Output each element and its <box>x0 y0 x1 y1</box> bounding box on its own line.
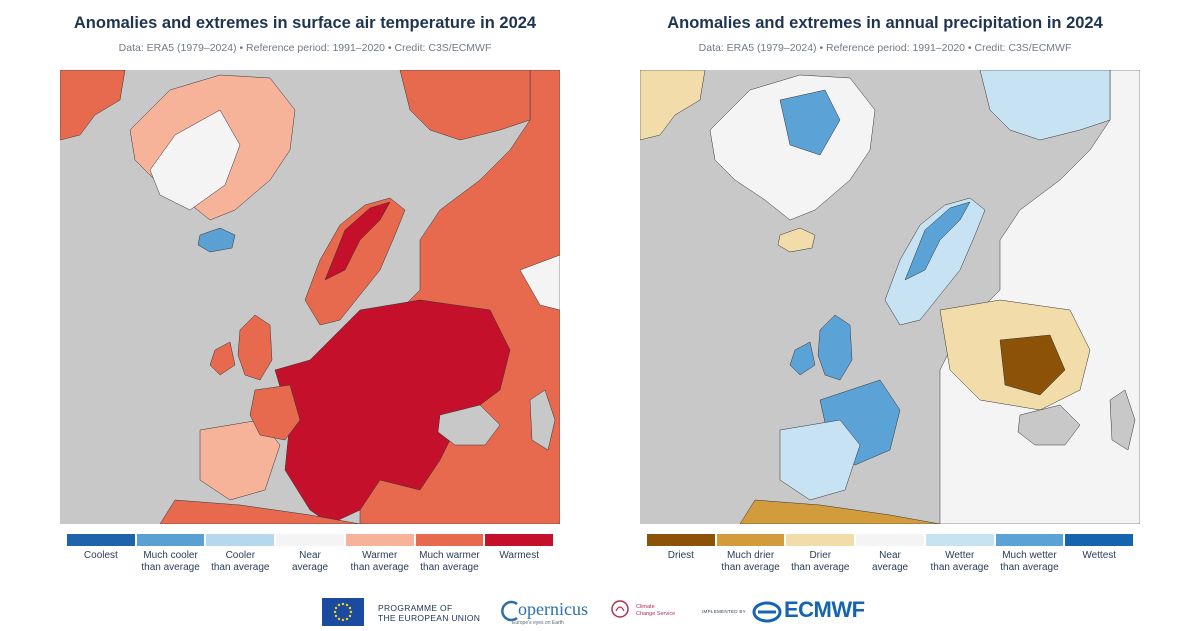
temperature-france <box>249 384 301 441</box>
implemented-by-text: IMPLEMENTED BY <box>702 609 746 614</box>
precipitation-title: Anomalies and extremes in annual precipi… <box>667 14 1103 32</box>
legend-label: Near average <box>291 550 329 573</box>
temperature-great-britain <box>237 314 273 381</box>
temperature-scandinavia <box>304 197 406 326</box>
temperature-black-sea <box>437 404 501 446</box>
temperature-legend: Coolest Much cooler than average Cooler … <box>67 534 554 578</box>
ecmwf-icon <box>752 601 782 623</box>
legend-label: Much warmer than average <box>419 550 480 573</box>
copernicus-tagline: Europe's eyes on Earth <box>512 620 564 626</box>
temperature-near-average-east <box>519 254 560 311</box>
legend-swatch <box>415 534 484 546</box>
c3s-text: Climate Change Service <box>636 604 676 617</box>
legend-label: Warmer than average <box>350 550 409 573</box>
precipitation-iceland <box>777 227 816 253</box>
precipitation-legend-item: Much drier than average <box>716 534 785 578</box>
precipitation-legend-item: Driest <box>647 534 715 578</box>
legend-swatch <box>995 534 1064 546</box>
precipitation-subtitle: Data: ERA5 (1979–2024) • Reference perio… <box>698 42 1072 54</box>
legend-label: Wetter than average <box>930 550 989 573</box>
temperature-legend-item: Much cooler than average <box>136 534 205 578</box>
legend-label: Much drier than average <box>721 550 780 573</box>
eu-flag-icon <box>322 598 364 626</box>
precipitation-legend-item: Drier than average <box>786 534 855 578</box>
legend-swatch <box>716 534 785 546</box>
legend-label: Wettest <box>1082 550 1117 561</box>
precipitation-legend-item: Much wetter than average <box>995 534 1064 578</box>
legend-swatch <box>136 534 205 546</box>
precipitation-norway-coast <box>904 201 971 281</box>
precipitation-iberia <box>779 419 861 501</box>
precipitation-legend-item: Wettest <box>1065 534 1134 578</box>
temperature-caspian-sea <box>529 389 556 451</box>
temperature-panel: Anomalies and extremes in surface air te… <box>45 0 565 590</box>
temperature-legend-item: Warmer than average <box>345 534 414 578</box>
footer-logos: PROGRAMME OF THE EUROPEAN UNION opernicu… <box>0 594 1200 630</box>
temperature-greenland-interior <box>149 109 241 211</box>
legend-label: Driest <box>667 550 694 561</box>
temperature-north-africa <box>159 499 361 524</box>
legend-label: Coolest <box>83 550 118 561</box>
precipitation-scandinavia <box>884 197 986 326</box>
eu-programme-text: PROGRAMME OF THE EUROPEAN UNION <box>378 603 481 623</box>
eu-stars-icon <box>333 602 353 622</box>
legend-label: Near average <box>871 550 909 573</box>
precipitation-legend: Driest Much drier than average Drier tha… <box>647 534 1134 578</box>
legend-label: Drier than average <box>791 550 850 573</box>
legend-swatch <box>1065 534 1134 546</box>
precipitation-greenland-wet <box>779 89 841 156</box>
ecmwf-logo-text: ECMWF <box>784 597 865 622</box>
temperature-arctic-coast <box>399 70 531 141</box>
temperature-central-eastern-europe <box>274 299 511 524</box>
temperature-legend-item: Warmest <box>485 534 554 578</box>
legend-swatch <box>276 534 344 546</box>
precipitation-great-britain <box>817 314 853 381</box>
legend-swatch <box>206 534 275 546</box>
precipitation-black-sea <box>1017 404 1081 446</box>
precipitation-map <box>640 70 1140 524</box>
temperature-canadian-arctic <box>60 70 126 141</box>
c3s-icon <box>611 600 629 618</box>
precipitation-north-africa <box>739 499 941 524</box>
precipitation-legend-item: Wetter than average <box>925 534 994 578</box>
legend-label: Warmest <box>499 550 539 561</box>
legend-swatch <box>345 534 414 546</box>
legend-label: Much cooler than average <box>141 550 200 573</box>
precipitation-panel: Anomalies and extremes in annual precipi… <box>625 0 1145 590</box>
precipitation-legend-item: Near average <box>856 534 924 578</box>
legend-swatch <box>925 534 994 546</box>
legend-swatch <box>485 534 554 546</box>
legend-swatch <box>67 534 135 546</box>
legend-swatch <box>647 534 715 546</box>
temperature-legend-item: Cooler than average <box>206 534 275 578</box>
temperature-title: Anomalies and extremes in surface air te… <box>73 14 537 32</box>
temperature-legend-item: Near average <box>276 534 344 578</box>
precipitation-caspian-sea <box>1109 389 1136 451</box>
precipitation-ukraine-driest <box>999 334 1066 396</box>
legend-swatch <box>856 534 924 546</box>
temperature-norway-coast <box>324 201 391 281</box>
temperature-ireland <box>209 341 236 376</box>
temperature-legend-item: Much warmer than average <box>415 534 484 578</box>
copernicus-logo-text: opernicus <box>518 599 588 619</box>
legend-label: Cooler than average <box>211 550 270 573</box>
temperature-legend-item: Coolest <box>67 534 135 578</box>
precipitation-arctic-coast <box>979 70 1111 141</box>
temperature-iceland <box>197 227 236 253</box>
temperature-subtitle: Data: ERA5 (1979–2024) • Reference perio… <box>118 42 492 54</box>
legend-label: Much wetter than average <box>1000 550 1059 573</box>
copernicus-c-icon <box>501 600 518 622</box>
temperature-map <box>60 70 560 524</box>
precipitation-canadian-arctic <box>640 70 706 141</box>
legend-swatch <box>786 534 855 546</box>
precipitation-ireland <box>789 341 816 376</box>
